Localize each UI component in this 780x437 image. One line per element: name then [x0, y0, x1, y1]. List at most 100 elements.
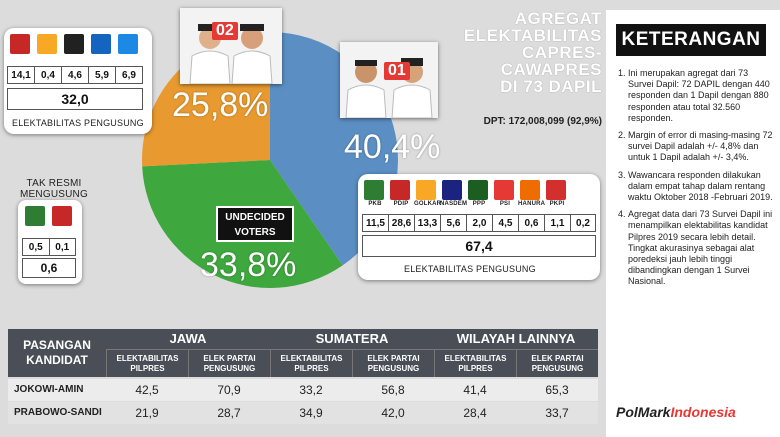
party-value: 0,4: [35, 67, 62, 83]
sub-header: ELEK PARTAI PENGUSUNG: [352, 349, 434, 377]
prabowo-party-logos: [10, 34, 145, 54]
psi-logo: [494, 180, 514, 200]
regional-table: PASANGAN KANDIDAT JAWA SUMATERA WILAYAH …: [8, 329, 598, 429]
polmark-logo: PolMarkIndonesia: [616, 404, 736, 420]
candidate-01-photo: [340, 42, 438, 119]
sub-header: ELEKTABILITAS PILPRES: [434, 349, 516, 377]
pan-logo: [91, 34, 111, 54]
prabowo-parties-label: ELEKTABILITAS PENGUSUNG: [12, 118, 144, 128]
jokowi-party-names: PKB PDIP GOLKARNASDEM PPP PSI HANURA PKPI: [362, 201, 598, 207]
gerindra-logo: [10, 34, 30, 54]
hanura-logo: [520, 180, 540, 200]
table-row: [8, 402, 598, 424]
region-header-lainnya: WILAYAH LAINNYA: [434, 329, 598, 349]
slice-label-jokowi: 40,4%: [344, 128, 441, 166]
jokowi-parties-label: ELEKTABILITAS PENGUSUNG: [404, 264, 536, 274]
tak-resmi-line: MENGUSUNG: [20, 189, 88, 200]
sub-line: ELEK PARTAI: [531, 354, 584, 363]
title-line: CAWAPRES: [500, 60, 602, 79]
dpt-label: DPT: 172,008,099 (92,9%): [483, 116, 602, 127]
tak-resmi-values: 0,5 0,1: [22, 238, 76, 256]
keterangan-title: KETERANGAN: [616, 24, 766, 56]
table-cell: 28,4: [463, 406, 487, 420]
sub-line: PILPRES: [458, 364, 493, 373]
party-value: 4,5: [493, 215, 519, 231]
keterangan-list: Ini merupakan agregat dari 73 Survei Dap…: [614, 68, 776, 294]
party-value: 5,6: [441, 215, 467, 231]
slice-label-prabowo: 25,8%: [172, 86, 269, 124]
prabowo-total: 32,0: [7, 88, 143, 110]
pdip-logo: [390, 180, 410, 200]
party-value: 0,5: [23, 239, 50, 255]
jokowi-party-values: 11,5 28,6 13,3 5,6 2,0 4,5 0,6 1,1 0,2: [362, 214, 596, 232]
party-name: PKB: [368, 201, 382, 207]
table-cell: 34,9: [299, 406, 323, 420]
undecided-label: UNDECIDED VOTERS: [216, 206, 294, 242]
table-cell: 42,0: [381, 406, 405, 420]
party-value: 13,3: [415, 215, 441, 231]
ppp-logo: [468, 180, 488, 200]
candidate-02-badge: 02: [212, 22, 238, 40]
tak-resmi-logos: [25, 206, 79, 226]
table-cell: 65,3: [545, 383, 569, 397]
party-name: GOLKAR: [414, 201, 442, 207]
party-name: HANURA: [518, 201, 546, 207]
table-cell: 42,5: [135, 383, 159, 397]
slice-label-undecided: 33,8%: [200, 246, 297, 284]
sub-header: ELEK PARTAI PENGUSUNG: [516, 349, 598, 377]
keterangan-item: Margin of error di masing-masing 72 surv…: [628, 130, 776, 164]
title-line: AGREGAT: [514, 9, 602, 28]
region-header-sumatera: SUMATERA: [270, 329, 434, 349]
pks-logo: [64, 34, 84, 54]
party-value: 11,5: [363, 215, 389, 231]
candidate-02-photo: [180, 8, 282, 85]
pbb-logo: [25, 206, 45, 226]
row-name-prabowo: PRABOWO-SANDI: [14, 407, 102, 418]
party-value: 6,9: [122, 69, 136, 81]
jokowi-party-logos: [364, 180, 572, 200]
sub-line: PENGUSUNG: [203, 364, 256, 373]
sub-line: ELEKTABILITAS: [280, 354, 343, 363]
sub-header: ELEKTABILITAS PILPRES: [270, 349, 352, 377]
sub-header: ELEKTABILITAS PILPRES: [106, 349, 188, 377]
jokowi-total: 67,4: [362, 235, 596, 257]
table-cell: 70,9: [217, 383, 241, 397]
sub-line: PENGUSUNG: [531, 364, 584, 373]
chart-title: AGREGAT ELEKTABILITAS CAPRES- CAWAPRES D…: [452, 10, 602, 95]
party-value: 28,6: [389, 215, 415, 231]
brand-part: PolMark: [616, 404, 671, 420]
corner-line: PASANGAN: [23, 338, 91, 352]
party-name: PPP: [472, 201, 486, 207]
tak-resmi-title: TAK RESMI MENGUSUNG: [18, 178, 90, 200]
undecided-line: UNDECIDED: [225, 212, 285, 223]
tak-resmi-total: 0,6: [22, 258, 76, 278]
party-name: NASDEM: [440, 201, 468, 207]
table-cell: 56,8: [381, 383, 405, 397]
keterangan-item: Wawancara responden dilakukan dalam empa…: [628, 170, 776, 204]
sub-line: ELEKTABILITAS: [116, 354, 179, 363]
row-name-jokowi: JOKOWI-AMIN: [14, 384, 84, 395]
keterangan-item: Ini merupakan agregat dari 73 Survei Dap…: [628, 68, 776, 124]
table-row: [8, 379, 598, 401]
golkar-logo: [37, 34, 57, 54]
party-name: PSI: [499, 201, 511, 207]
party-name: PDIP: [393, 201, 409, 207]
party-value: 0,2: [576, 217, 590, 229]
sub-line: ELEK PARTAI: [367, 354, 420, 363]
nasdem-logo: [442, 180, 462, 200]
pkpi-logo: [546, 180, 566, 200]
table-cell: 28,7: [217, 406, 241, 420]
corner-line: KANDIDAT: [26, 353, 88, 367]
undecided-line: VOTERS: [234, 227, 276, 238]
party-value: 0,1: [55, 241, 70, 253]
region-header-jawa: JAWA: [106, 329, 270, 349]
sub-line: PILPRES: [130, 364, 165, 373]
party-value: 2,0: [467, 215, 493, 231]
party-value: 4,6: [62, 67, 89, 83]
keterangan-panel: KETERANGAN Ini merupakan agregat dari 73…: [606, 10, 780, 437]
candidate-01-figures: [340, 42, 438, 119]
candidate-02-figures: [180, 8, 282, 85]
prabowo-party-values: 14,1 0,4 4,6 5,9 6,9: [7, 66, 143, 84]
demokrat-logo: [118, 34, 138, 54]
candidate-01-badge: 01: [384, 62, 410, 80]
